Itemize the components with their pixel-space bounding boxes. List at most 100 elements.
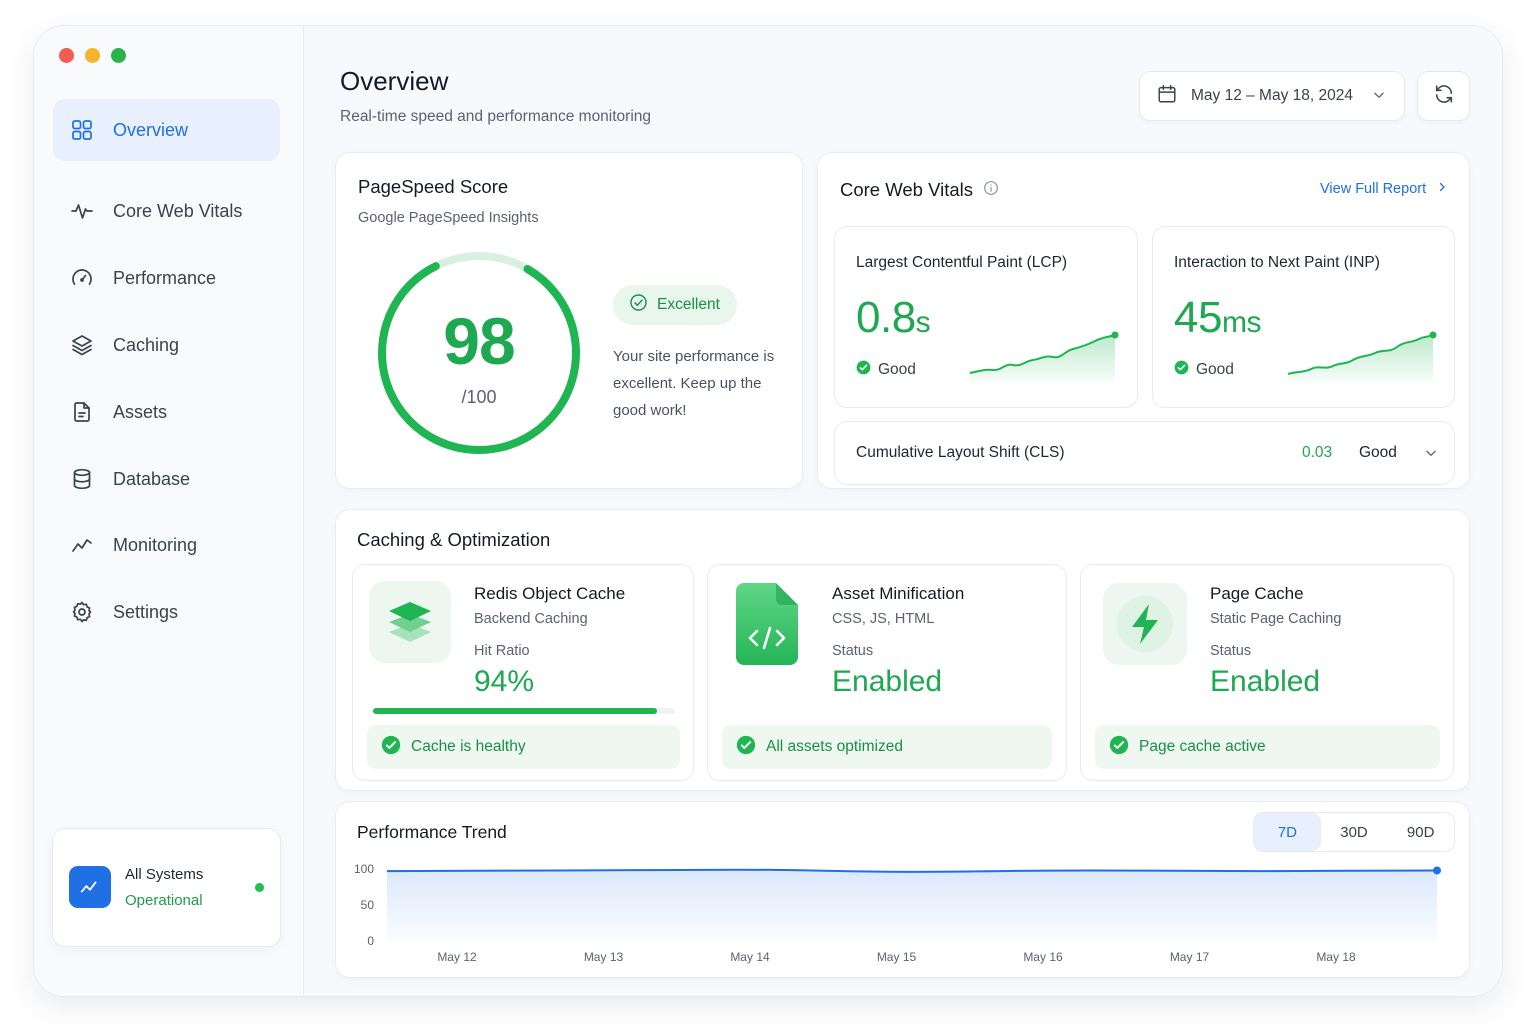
- minify-status: All assets optimized: [722, 725, 1052, 769]
- close-window-button[interactable]: [59, 48, 74, 63]
- cls-label: Cumulative Layout Shift (CLS): [856, 444, 1065, 461]
- sidebar-item-core-web-vitals[interactable]: Core Web Vitals: [53, 180, 280, 242]
- range-7d-button[interactable]: 7D: [1254, 813, 1321, 851]
- link-label: View Full Report: [1320, 181, 1427, 197]
- sidebar-item-database[interactable]: Database: [53, 448, 280, 510]
- performance-trend-chart: 100 50 0 May 12 May 13 May 14 May 15 May 16 May …: [354, 862, 1441, 964]
- page-cache-metric-value: Enabled: [1210, 665, 1321, 698]
- minimize-window-button[interactable]: [85, 48, 100, 63]
- redis-cache-card[interactable]: Redis Object Cache Backend Caching Hit R…: [353, 565, 693, 780]
- x-tick-label: May 18: [1316, 950, 1356, 964]
- file-icon: [69, 399, 95, 425]
- x-tick-label: May 16: [1023, 950, 1063, 964]
- redis-status: Cache is healthy: [367, 725, 680, 769]
- window-controls: [59, 48, 126, 63]
- range-selector: 7D 30D 90D: [1254, 813, 1454, 851]
- redis-metric-label: Hit Ratio: [474, 643, 530, 659]
- sidebar-item-label: Core Web Vitals: [113, 200, 243, 221]
- stack-icon: [369, 581, 451, 663]
- date-range-picker[interactable]: May 12 – May 18, 2024: [1140, 72, 1404, 120]
- pagespeed-subtitle: Google PageSpeed Insights: [358, 210, 539, 226]
- lcp-status: Good: [856, 360, 916, 380]
- sidebar-item-performance[interactable]: Performance: [53, 247, 280, 309]
- badge-label: Excellent: [657, 296, 720, 313]
- check-filled-icon: [856, 360, 871, 380]
- lightning-icon: [1103, 583, 1187, 665]
- pagespeed-title: PageSpeed Score: [358, 176, 509, 197]
- info-icon[interactable]: [983, 179, 999, 201]
- minify-metric-value: Enabled: [832, 665, 943, 698]
- inp-label: Interaction to Next Paint (INP): [1174, 254, 1380, 271]
- sidebar-item-label: Performance: [113, 267, 217, 288]
- x-tick-label: May 12: [437, 950, 477, 964]
- status-line-2: Operational: [125, 892, 203, 909]
- asset-minification-card[interactable]: Asset Minification CSS, JS, HTML Status …: [708, 565, 1066, 780]
- trend-title: Performance Trend: [357, 822, 507, 842]
- pulse-icon: [69, 198, 95, 224]
- cls-row[interactable]: Cumulative Layout Shift (CLS) 0.03 Good: [835, 422, 1454, 484]
- y-tick-label: 100: [354, 862, 374, 876]
- trend-point[interactable]: [1433, 866, 1441, 875]
- vitals-title: Core Web Vitals: [840, 179, 973, 200]
- core-web-vitals-card: Core Web Vitals View Full Report Largest…: [818, 153, 1469, 488]
- sidebar-item-monitoring[interactable]: Monitoring: [53, 514, 280, 576]
- sidebar-item-label: Overview: [113, 119, 189, 140]
- cls-status: Good: [1359, 444, 1397, 461]
- sidebar-item-settings[interactable]: Settings: [53, 581, 280, 643]
- inp-card[interactable]: Interaction to Next Paint (INP) 45ms Goo…: [1153, 227, 1454, 407]
- minify-metric-label: Status: [832, 643, 874, 659]
- gauge-icon: [69, 265, 95, 291]
- trend-line: [386, 868, 1438, 873]
- check-filled-icon: [736, 735, 756, 760]
- sidebar-item-caching[interactable]: Caching: [53, 314, 280, 376]
- sidebar-item-label: Assets: [113, 401, 168, 422]
- x-tick-label: May 14: [730, 950, 770, 964]
- hit-ratio-progress-fill: [373, 708, 657, 714]
- score-max: /100: [461, 387, 497, 407]
- check-filled-icon: [381, 735, 401, 760]
- performance-trend-card: Performance Trend 7D 30D 90D 100 50 0 May 1…: [336, 802, 1469, 977]
- sidebar-item-overview[interactable]: Overview: [53, 99, 280, 161]
- maximize-window-button[interactable]: [111, 48, 126, 63]
- page-title: Overview: [340, 66, 449, 96]
- lcp-sparkline: [969, 331, 1119, 387]
- calendar-icon: [1156, 83, 1178, 110]
- minify-title: Asset Minification: [832, 584, 965, 603]
- sidebar-item-label: Settings: [113, 601, 179, 622]
- refresh-button[interactable]: [1418, 72, 1469, 120]
- page-subtitle: Real-time speed and performance monitori…: [340, 108, 652, 125]
- check-filled-icon: [1109, 735, 1129, 760]
- view-full-report-link[interactable]: View Full Report: [1320, 181, 1448, 197]
- sidebar-item-assets[interactable]: Assets: [53, 381, 280, 443]
- sidebar-item-label: Database: [113, 468, 191, 489]
- caching-card: Caching & Optimization Redis Object Cach…: [336, 510, 1469, 790]
- status-dot: [255, 883, 264, 892]
- range-30d-button[interactable]: 30D: [1340, 823, 1368, 841]
- range-90d-button[interactable]: 90D: [1406, 823, 1435, 841]
- page-cache-status: Page cache active: [1095, 725, 1440, 769]
- sidebar: Overview Core Web Vitals Performance Cac…: [34, 26, 304, 996]
- activity-icon: [69, 866, 111, 908]
- chevron-down-icon[interactable]: [1424, 446, 1438, 465]
- trend-icon: [69, 532, 95, 558]
- lcp-card[interactable]: Largest Contentful Paint (LCP) 0.8s Good: [835, 227, 1137, 407]
- page-cache-subtitle: Static Page Caching: [1210, 611, 1342, 627]
- check-filled-icon: [1174, 360, 1189, 380]
- system-status-card: All Systems Operational: [53, 829, 280, 946]
- x-tick-label: May 13: [584, 950, 624, 964]
- score-badge: Excellent: [613, 285, 737, 325]
- grid-icon: [69, 117, 95, 143]
- cls-value: 0.03: [1302, 444, 1333, 461]
- page-cache-metric-label: Status: [1210, 643, 1252, 659]
- app-window: Overview Core Web Vitals Performance Cac…: [34, 26, 1502, 996]
- lcp-value: 0.8s: [856, 293, 931, 342]
- score-description: Your site performance is excellent. Keep…: [613, 348, 775, 419]
- page-cache-card[interactable]: Page Cache Static Page Caching Status En…: [1081, 565, 1453, 780]
- redis-metric-value: 94%: [474, 665, 535, 698]
- lcp-label: Largest Contentful Paint (LCP): [856, 254, 1068, 271]
- x-tick-label: May 17: [1170, 950, 1210, 964]
- page-cache-title: Page Cache: [1210, 584, 1304, 603]
- sidebar-item-label: Monitoring: [113, 534, 198, 555]
- redis-title: Redis Object Cache: [474, 584, 626, 603]
- status-line-1: All Systems: [125, 866, 204, 883]
